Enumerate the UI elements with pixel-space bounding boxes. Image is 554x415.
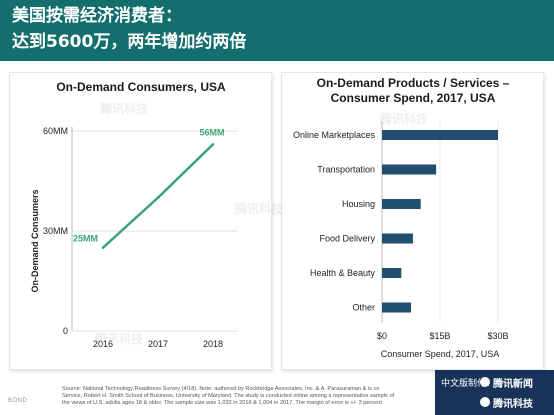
brand-logo-small: BOND <box>8 398 28 404</box>
header-title-line2: 达到5600万，两年增加约两倍 <box>12 32 247 52</box>
line-chart-panel: On-Demand Consumers, USA 0 30MM 60MM On-Dema… <box>9 72 272 370</box>
x-tick-label: 2017 <box>148 339 168 349</box>
bar <box>382 302 411 313</box>
x-tick-label: $15B <box>429 331 450 341</box>
watermark: 腾讯科技 <box>95 332 144 346</box>
y-tick-label: 30MM <box>43 226 68 236</box>
data-label: 25MM <box>73 234 98 244</box>
header-banner: 美国按需经济消费者： 达到5600万，两年增加约两倍 <box>0 0 554 61</box>
bar-chart-panel: On-Demand Products / Services – Consumer … <box>281 72 544 370</box>
watermark: 腾讯科技 <box>380 112 429 126</box>
x-tick-label: $30B <box>487 331 508 341</box>
series-line <box>101 143 215 249</box>
x-tick-label: 2018 <box>203 339 223 349</box>
producer-badge: 中文版制作： 腾讯新闻 腾讯科技 <box>435 370 554 415</box>
data-label: 56MM <box>199 127 224 137</box>
badge-name-news: 腾讯新闻 <box>493 379 533 390</box>
category-label: Other <box>352 303 375 313</box>
bar <box>382 130 498 140</box>
y-axis-title: On-Demand Consumers <box>30 189 40 292</box>
category-label: Health & Beauty <box>310 268 376 278</box>
category-label: Online Marketplaces <box>293 130 376 140</box>
x-tick-label: $0 <box>377 331 387 341</box>
chart-title-line: On-Demand Products / Services – <box>317 76 510 90</box>
category-label: Food Delivery <box>319 234 375 244</box>
data-point <box>211 143 215 146</box>
bar <box>382 164 437 175</box>
source-note: Source: National Technology Readiness Su… <box>62 386 482 407</box>
bar <box>382 199 421 209</box>
tencent-news-icon <box>480 377 490 387</box>
x-axis-title: Consumer Spend, 2017, USA <box>381 349 500 359</box>
watermark: 腾讯科技 <box>235 202 284 216</box>
bar <box>382 268 402 278</box>
chart-title-line: Consumer Spend, 2017, USA <box>331 91 496 105</box>
y-tick-label: 60MM <box>43 126 68 136</box>
watermark: 腾讯科技 <box>100 102 149 116</box>
x-tick-label: 2016 <box>93 339 113 349</box>
bar-chart: On-Demand Products / Services –Consumer … <box>293 76 510 359</box>
category-label: Housing <box>342 199 375 209</box>
y-tick-label: 0 <box>63 326 68 336</box>
source-line: the views of U.S. adults ages 18 & older… <box>62 400 382 406</box>
badge-prefix: 中文版制作： <box>441 379 496 389</box>
line-chart: On-Demand Consumers, USA 0 30MM 60MM On-Dema… <box>30 80 238 349</box>
tencent-tech-icon <box>480 397 490 407</box>
source-line: Service, Robert H. Smith School of Busin… <box>62 393 395 399</box>
bar <box>382 233 413 244</box>
chart-title: On-Demand Consumers, USA <box>56 80 226 94</box>
data-point <box>101 246 105 249</box>
header-title-line1: 美国按需经济消费者： <box>12 6 182 26</box>
data-point <box>156 196 160 199</box>
category-label: Transportation <box>317 165 375 175</box>
source-line: Source: National Technology Readiness Su… <box>62 386 380 392</box>
badge-name-tech: 腾讯科技 <box>493 399 533 410</box>
